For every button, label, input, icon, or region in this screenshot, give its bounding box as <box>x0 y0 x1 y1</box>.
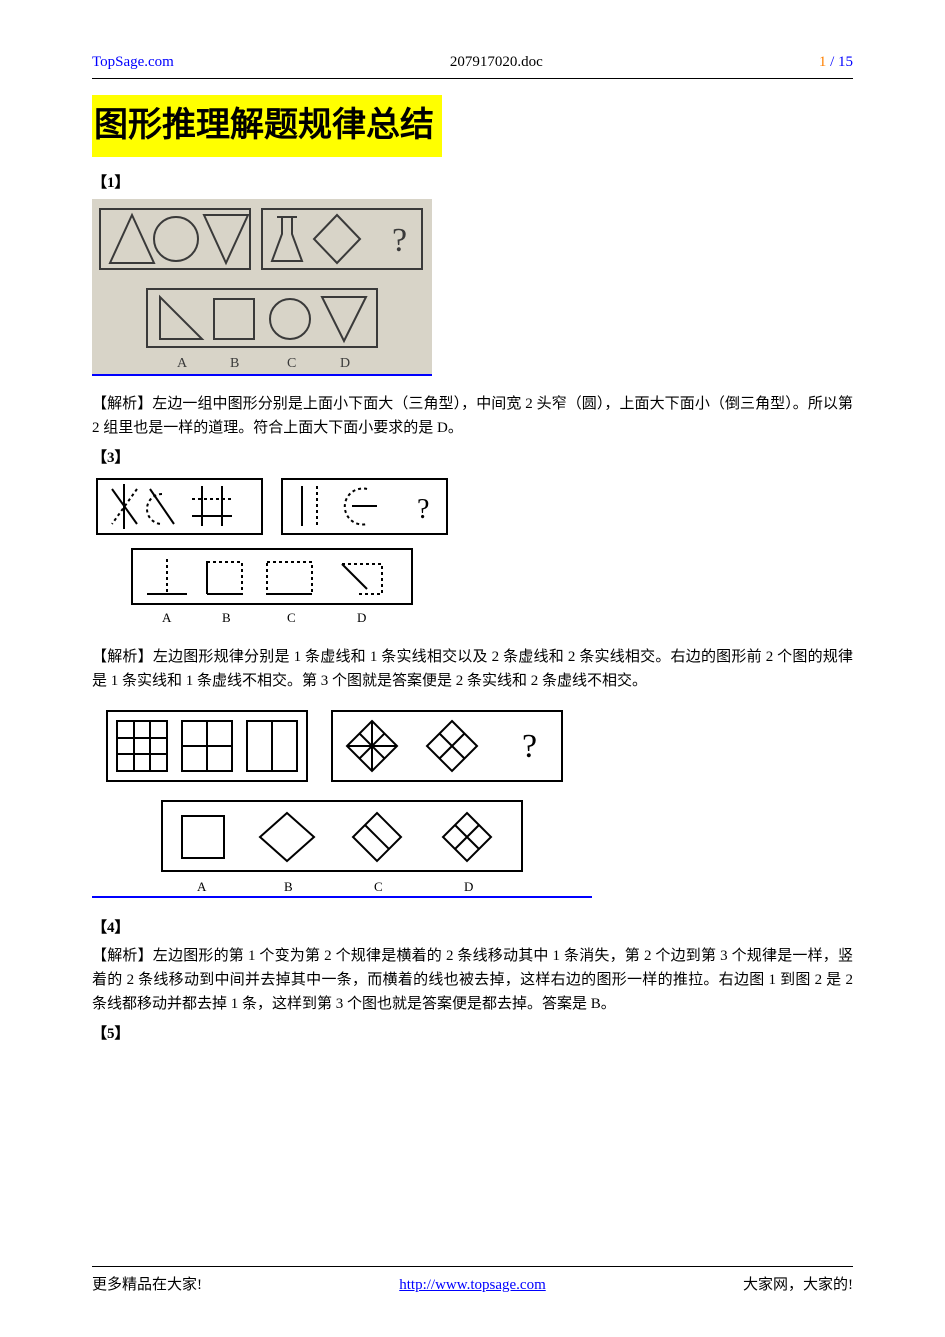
section-5-tag: 【5】 <box>92 1022 853 1046</box>
page-footer: 更多精品在大家! http://www.topsage.com 大家网，大家的! <box>92 1266 853 1297</box>
page-total: 15 <box>838 54 853 70</box>
figure-4-svg: ? A B C D <box>92 701 592 896</box>
footer-link[interactable]: http://www.topsage.com <box>399 1273 546 1297</box>
svg-text:A: A <box>177 356 188 371</box>
figure-4: ? A B C D <box>92 701 592 898</box>
svg-text:D: D <box>357 610 366 625</box>
svg-text:C: C <box>374 879 383 894</box>
page-header: TopSage.com 207917020.doc 1 / 15 <box>92 50 853 79</box>
analysis-3: 【解析】左边图形规律分别是 1 条虚线和 1 条实线相交以及 2 条虚线和 2 … <box>92 645 853 693</box>
svg-text:B: B <box>222 610 231 625</box>
svg-text:B: B <box>284 879 293 894</box>
analysis-1: 【解析】左边一组中图形分别是上面小下面大（三角型），中间宽 2 头窄（圆），上面… <box>92 392 853 440</box>
svg-text:D: D <box>340 356 350 371</box>
figure-1-svg: ? A B C D <box>92 199 432 374</box>
analysis-4: 【解析】左边图形的第 1 个变为第 2 个规律是横着的 2 条线移动其中 1 条… <box>92 944 853 1016</box>
section-1-tag: 【1】 <box>92 171 853 195</box>
figure-3-svg: ? A B C D <box>92 474 462 629</box>
svg-text:?: ? <box>522 728 537 765</box>
svg-text:C: C <box>287 356 296 371</box>
footer-left-text: 更多精品在大家! <box>92 1273 202 1297</box>
svg-text:?: ? <box>392 222 407 259</box>
svg-text:?: ? <box>417 494 429 525</box>
site-link[interactable]: TopSage.com <box>92 50 174 74</box>
doc-filename: 207917020.doc <box>450 50 543 74</box>
svg-text:A: A <box>197 879 207 894</box>
main-title-wrap: 图形推理解题规律总结 <box>92 95 853 165</box>
svg-text:B: B <box>230 356 239 371</box>
main-title: 图形推理解题规律总结 <box>92 95 442 157</box>
footer-right-text: 大家网，大家的! <box>743 1273 853 1297</box>
figure-3: ? A B C D <box>92 474 462 629</box>
svg-text:D: D <box>464 879 473 894</box>
section-3-tag: 【3】 <box>92 446 853 470</box>
figure-1: ? A B C D <box>92 199 432 376</box>
svg-text:A: A <box>162 610 172 625</box>
page-indicator: 1 / 15 <box>819 50 853 74</box>
page-sep: / <box>826 54 838 70</box>
svg-text:C: C <box>287 610 296 625</box>
section-4-tag: 【4】 <box>92 916 853 940</box>
